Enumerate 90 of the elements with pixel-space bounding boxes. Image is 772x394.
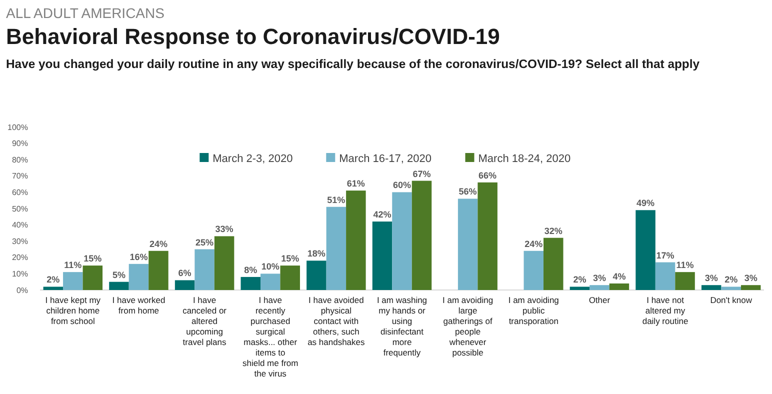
y-tick-label: 90% (12, 139, 28, 148)
legend-label: March 16-17, 2020 (339, 152, 432, 165)
data-label: 66% (478, 170, 497, 180)
data-label: 18% (307, 248, 326, 259)
y-tick-label: 50% (12, 204, 28, 214)
x-tick-label: I am washing my hands or using disinfectant more frequently (376, 295, 428, 358)
x-tick-label: Don't know (710, 295, 753, 305)
bar (675, 272, 695, 290)
data-label: 11% (676, 260, 694, 270)
x-tick-label: Other (588, 295, 610, 305)
data-label: 3% (592, 273, 606, 284)
y-tick-label: 80% (12, 155, 28, 164)
data-label: 25% (196, 237, 214, 248)
y-tick-label: 100% (8, 122, 28, 132)
y-tick-label: 10% (12, 270, 28, 278)
data-label: 51% (327, 194, 346, 205)
bar (721, 286, 741, 290)
bar (590, 285, 610, 290)
bar (280, 266, 300, 290)
bar (412, 180, 432, 290)
bar (346, 190, 366, 290)
bar (148, 250, 168, 290)
chart-title: Behavioral Response to Coronavirus/COVID-19 (6, 24, 500, 49)
bar (524, 250, 544, 290)
data-label: 32% (544, 226, 562, 236)
data-label: 56% (458, 186, 477, 197)
bar (458, 198, 478, 290)
data-label: 11% (64, 260, 82, 270)
y-tick-label: 40% (12, 220, 28, 230)
bar (372, 222, 392, 290)
x-tick-label: I have not altered my daily routine (642, 295, 688, 326)
x-tick-label: I have worked from home (112, 295, 166, 316)
bar (544, 238, 564, 290)
bar (82, 266, 103, 290)
y-tick-label: 70% (12, 172, 28, 181)
bar (194, 249, 214, 290)
data-label: 42% (373, 210, 392, 220)
bar (174, 280, 195, 290)
bar (609, 283, 630, 290)
data-label: 3% (744, 273, 758, 284)
data-label: 60% (392, 180, 412, 190)
bar (240, 276, 260, 290)
x-tick-label: I have canceled or altered upcoming travel plans (182, 295, 227, 347)
data-label: 67% (412, 168, 431, 179)
bar (636, 210, 656, 290)
data-label: 10% (261, 262, 280, 272)
data-label: 61% (346, 178, 365, 189)
chart-subtitle: Have you changed your daily routine in any way specifically because of the coronavirus/COVID-19? Select all that apply (6, 57, 700, 71)
bar (326, 206, 346, 290)
data-label: 2% (573, 274, 586, 285)
data-label: 15% (281, 254, 300, 264)
bar (214, 236, 234, 290)
x-tick-label: I am avoiding large gatherings of people whenever possible (442, 295, 494, 358)
x-tick-label: I have avoided physical contact with others, such as handshakes (308, 295, 365, 347)
bar (570, 286, 590, 290)
text: ALL ADULT AMERICANS (6, 5, 164, 21)
legend-label: March 2-3, 2020 (212, 152, 293, 165)
bar (306, 260, 326, 290)
data-label: 49% (636, 198, 655, 208)
legend-label: March 18-24, 2020 (478, 152, 571, 165)
bar (128, 264, 149, 290)
data-label: 24% (524, 238, 543, 249)
bar (260, 274, 280, 290)
x-tick-label: I have recently purchased surgical masks... other items to shield me from the virus (242, 295, 298, 378)
bar (392, 192, 412, 290)
y-tick-label: 30% (12, 236, 28, 246)
data-label: 24% (149, 238, 168, 249)
data-label: 2% (46, 274, 60, 285)
x-tick-label: I am avoiding public transporation (508, 295, 560, 326)
y-tick-label: 0% (16, 286, 28, 295)
y-tick-label: 20% (12, 253, 28, 262)
data-label: 6% (178, 268, 192, 278)
data-label: 17% (656, 250, 674, 260)
y-tick-label: 60% (12, 188, 28, 197)
data-label: 15% (84, 254, 102, 264)
data-label: 3% (704, 273, 718, 284)
data-label: 33% (215, 224, 234, 234)
data-label: 8% (244, 264, 258, 275)
bar (63, 272, 83, 290)
x-tick-label: I have kept my children home from school (45, 295, 102, 326)
bar (740, 285, 761, 290)
bar (701, 285, 722, 290)
data-label: 2% (724, 274, 738, 285)
data-label: 4% (612, 271, 626, 282)
bar (43, 286, 64, 290)
data-label: 16% (130, 252, 148, 262)
bar (109, 282, 129, 290)
bar (655, 262, 676, 290)
data-label: 5% (112, 270, 126, 280)
bar (478, 182, 498, 290)
